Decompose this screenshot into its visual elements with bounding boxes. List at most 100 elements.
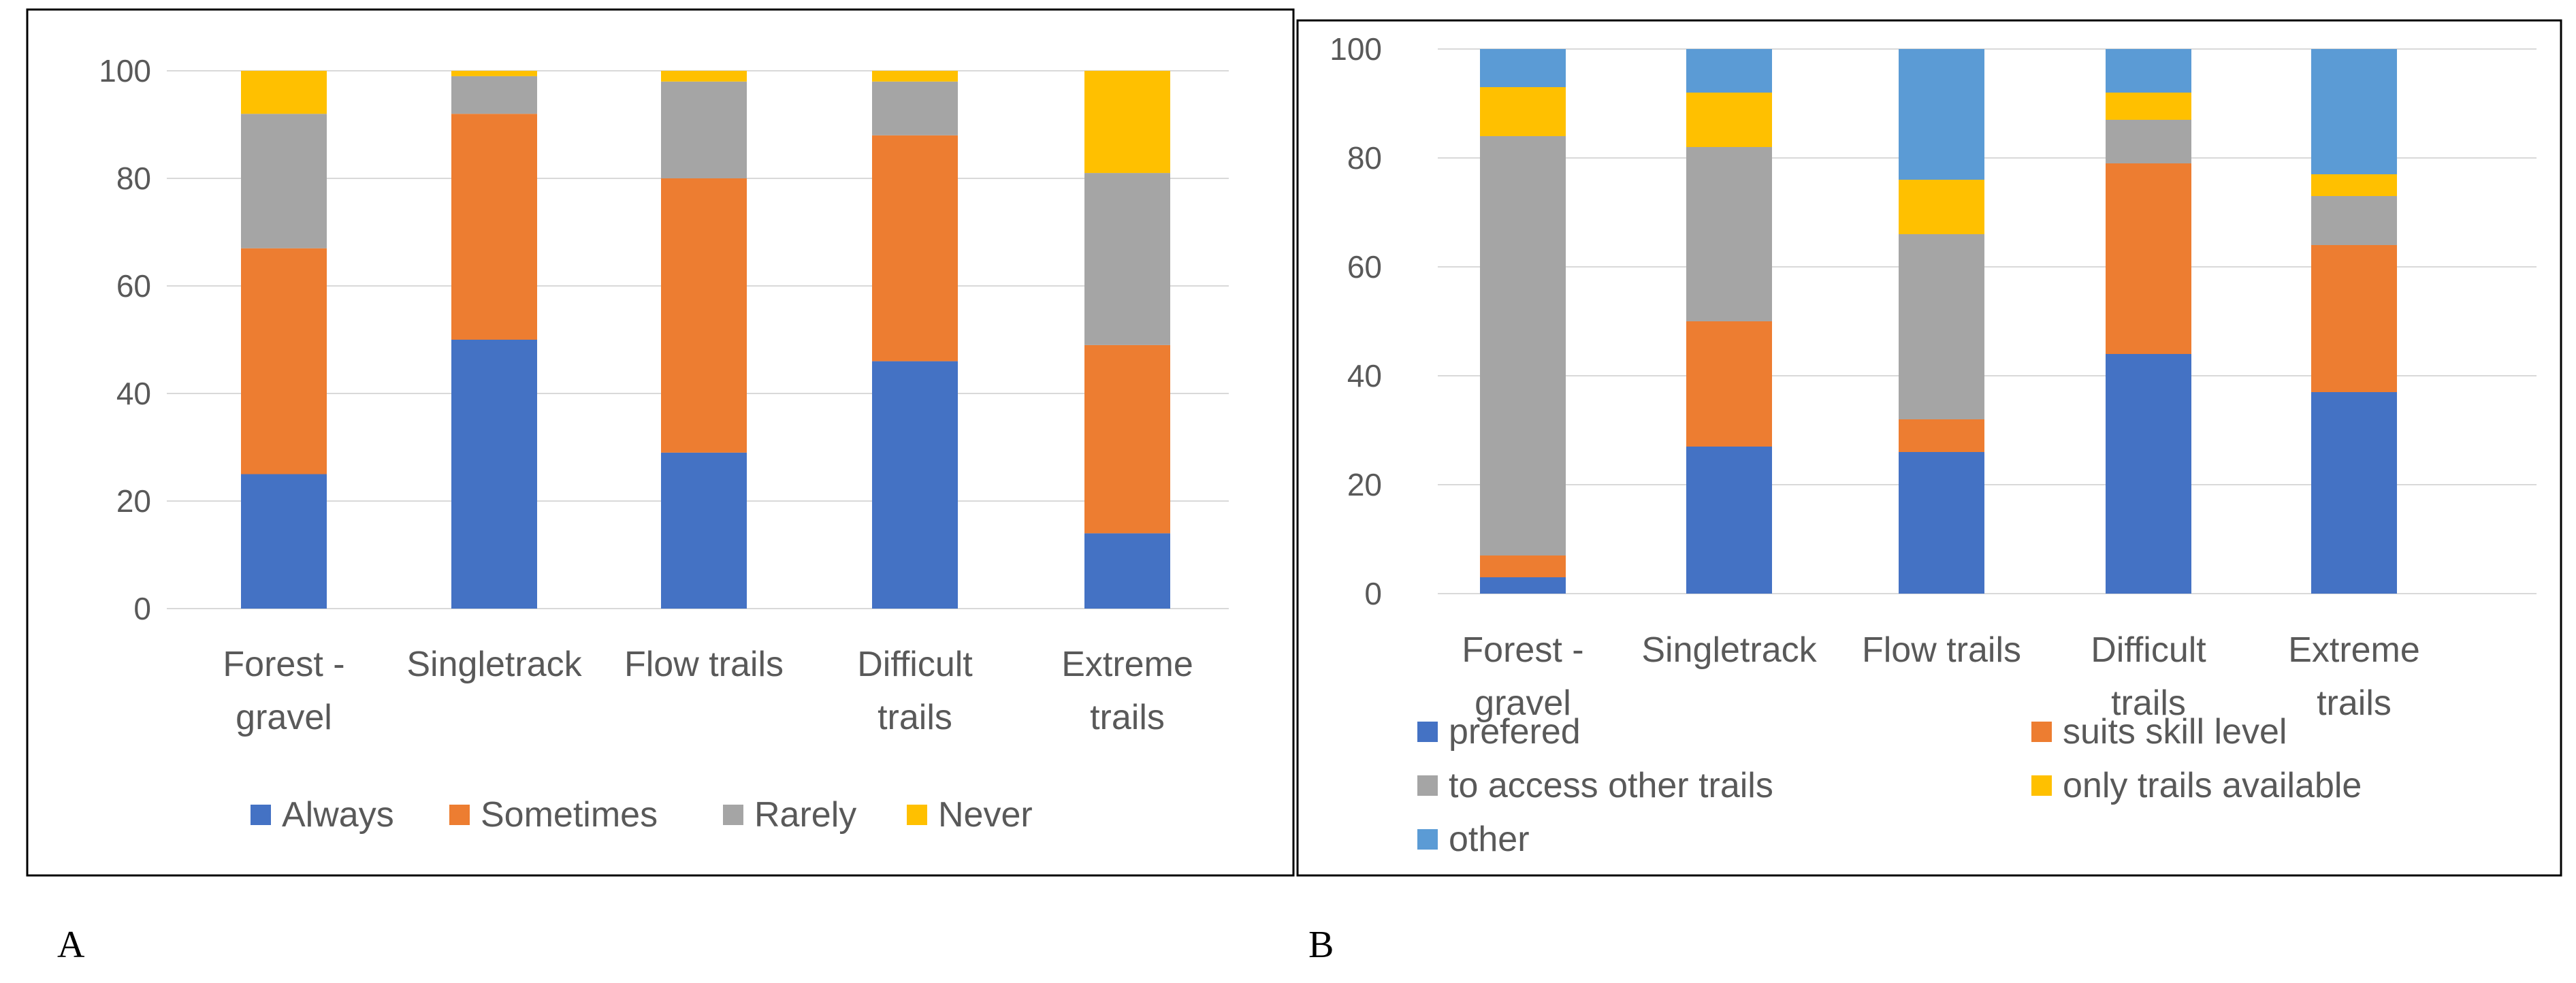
chart-b-legend-label: other <box>1449 820 1530 859</box>
chart-b-y-tick-label: 100 <box>1330 31 1382 67</box>
chart-b-legend-item: suits skill level <box>2031 712 2287 752</box>
chart-a-legend-label: Rarely <box>754 795 856 835</box>
chart-a-bar-segment <box>451 340 537 609</box>
chart-b-y-axis: 0 20 40 60 80 100 <box>1330 31 1382 611</box>
chart-panel-b: 0 20 40 60 80 100 Forest -gravel Singletrack Fl… <box>1296 19 2562 877</box>
chart-b-bar-segment <box>1899 180 1984 234</box>
chart-b-bar-segment <box>1480 49 1566 87</box>
chart-b-legend-item: other <box>1417 820 1530 859</box>
chart-a-y-axis: 0 20 40 60 80 100 <box>99 53 151 626</box>
chart-b-legend-item: only trails available <box>2031 766 2362 805</box>
chart-a-y-tick-label: 20 <box>116 483 151 519</box>
chart-panel-a: 0 20 40 60 80 100 Forest -gravel Singletrack Fl… <box>26 8 1295 877</box>
chart-b-legend: prefered suits skill level to access other… <box>1417 712 2362 859</box>
chart-a-bar-segment <box>1084 344 1170 534</box>
chart-a-legend-swatch <box>723 805 743 825</box>
chart-b-bar-segment <box>1686 49 1772 93</box>
chart-b-legend-swatch <box>1417 775 1438 796</box>
chart-b-bars <box>1480 49 2397 594</box>
chart-a-bar-segment <box>241 474 327 609</box>
chart-a-legend-label: Never <box>938 795 1033 835</box>
chart-b-y-tick-label: 20 <box>1347 467 1382 502</box>
chart-a-legend-swatch <box>449 805 470 825</box>
chart-b-bar-segment <box>1686 447 1772 594</box>
chart-a-bar-segment <box>872 81 958 135</box>
chart-b-bar-segment <box>2106 49 2191 93</box>
chart-a-bar-segment <box>1084 173 1170 345</box>
chart-b-bar-segment <box>1480 555 1566 577</box>
chart-a-bar-segment <box>661 452 747 609</box>
chart-a-bar-segment <box>661 71 747 82</box>
chart-a-bar-segment <box>872 135 958 361</box>
chart-b-x-tick-label: Extreme trails <box>2288 630 2420 723</box>
chart-a-legend: Always Sometimes Rarely Never <box>251 795 1033 835</box>
chart-a-legend-item: Rarely <box>723 795 856 835</box>
chart-a-bar-segment <box>872 71 958 82</box>
chart-b-bar-segment <box>1686 147 1772 321</box>
chart-a-legend-swatch <box>251 805 271 825</box>
chart-b-bar-segment <box>1899 234 1984 419</box>
chart-a-bar-segment <box>241 71 327 114</box>
chart-b-legend-label: suits skill level <box>2063 712 2287 752</box>
chart-b-bar-segment <box>1686 93 1772 147</box>
chart-a-bar-segment <box>1084 71 1170 174</box>
chart-a-y-tick-label: 100 <box>99 53 151 88</box>
chart-b-bar-segment <box>2106 354 2191 594</box>
chart-a-x-axis: Forest -gravel Singletrack Flow trails Diff… <box>223 645 1193 737</box>
chart-a-bar-segment <box>241 248 327 474</box>
chart-b-x-tick-label: Flow trails <box>1862 630 2021 670</box>
chart-b-bar-segment <box>2311 392 2397 594</box>
chart-b-legend-label: to access other trails <box>1449 766 1773 805</box>
chart-b-legend-swatch <box>1417 829 1438 850</box>
chart-b-bar-segment <box>1686 321 1772 447</box>
chart-a-legend-label: Always <box>282 795 394 835</box>
chart-a-bar-segment <box>1084 533 1170 609</box>
chart-b-bar-segment <box>1899 419 1984 452</box>
chart-b-x-tick-label: Difficult trails <box>2091 630 2206 723</box>
chart-a-legend-item: Sometimes <box>449 795 658 835</box>
chart-a-legend-swatch <box>907 805 927 825</box>
chart-a-bar-segment <box>661 178 747 453</box>
chart-a-y-tick-label: 0 <box>133 591 151 626</box>
chart-b-bar-segment <box>2311 245 2397 392</box>
chart-b-y-tick-label: 80 <box>1347 140 1382 176</box>
chart-b-x-axis: Forest -gravel Singletrack Flow trails Diff… <box>1462 630 2419 723</box>
chart-b-legend-swatch <box>2031 722 2052 742</box>
panel-label-b: B <box>1308 924 1334 966</box>
chart-b-bar-segment <box>2311 174 2397 196</box>
chart-b-bar-segment <box>1480 577 1566 594</box>
chart-a-bar-segment <box>451 76 537 114</box>
chart-a-bar-segment <box>451 114 537 340</box>
chart-b-bar-segment <box>2106 120 2191 163</box>
chart-b-legend-swatch <box>2031 775 2052 796</box>
chart-a-y-tick-label: 40 <box>116 376 151 411</box>
chart-a-legend-label: Sometimes <box>481 795 658 835</box>
chart-a-bar-segment <box>872 361 958 609</box>
chart-b-legend-label: prefered <box>1449 712 1581 752</box>
chart-b-bar-segment <box>1480 87 1566 136</box>
chart-b-bar-segment <box>2106 93 2191 120</box>
chart-b-x-tick-label: Forest -gravel <box>1462 630 1583 723</box>
chart-b-bar-segment <box>1899 452 1984 594</box>
chart-a-bar-segment <box>241 114 327 248</box>
chart-b-x-tick-label: Singletrack <box>1641 630 1817 670</box>
chart-a-bars <box>241 71 1170 609</box>
chart-a-frame <box>26 8 1295 877</box>
panel-label-a: A <box>57 924 85 966</box>
chart-a-y-tick-label: 80 <box>116 161 151 196</box>
chart-b-bar-segment <box>2311 196 2397 245</box>
chart-a-bar-segment <box>451 71 537 76</box>
chart-b-legend-item: prefered <box>1417 712 1581 752</box>
chart-b-bar-segment <box>1899 49 1984 180</box>
chart-b-bar-segment <box>2106 163 2191 354</box>
chart-a-x-tick-label: Difficult trails <box>857 645 973 737</box>
chart-a-x-tick-label: Flow trails <box>624 645 784 684</box>
chart-a-legend-item: Always <box>251 795 394 835</box>
chart-b-bar-segment <box>2311 49 2397 174</box>
chart-a-y-tick-label: 60 <box>116 268 151 304</box>
chart-a-x-tick-label: Singletrack <box>406 645 582 684</box>
chart-b-y-tick-label: 0 <box>1364 576 1382 611</box>
chart-a-x-tick-label: Extreme trails <box>1061 645 1193 737</box>
chart-b-legend-item: to access other trails <box>1417 766 1773 805</box>
